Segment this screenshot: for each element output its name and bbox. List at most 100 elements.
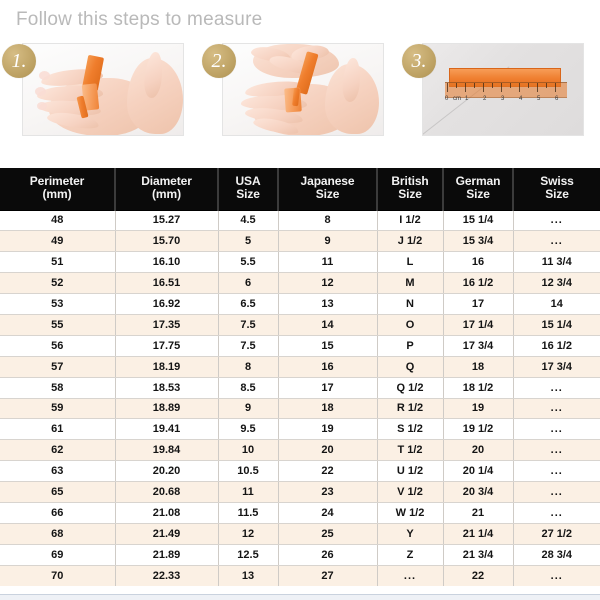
ruler-unit-label: cm — [453, 96, 461, 102]
column-header-5: German Size — [443, 168, 514, 211]
cell-6-3: 15 — [278, 335, 378, 357]
ruler-tick-2: 2 — [483, 96, 487, 102]
cell-4-6: 14 — [513, 293, 600, 315]
cell-17-5: 22 — [443, 565, 514, 587]
cell-13-0: 65 — [0, 481, 116, 503]
cell-9-1: 18.89 — [115, 398, 219, 420]
cell-13-4: V 1/2 — [377, 481, 444, 503]
cell-8-4: Q 1/2 — [377, 377, 444, 399]
cell-2-4: L — [377, 251, 444, 274]
column-header-line2: Size — [545, 187, 569, 202]
table-row: 49 15.70 5 9 J 1/2 15 3/4... — [0, 230, 600, 253]
cell-12-4: U 1/2 — [377, 460, 444, 483]
cell-8-2: 8.5 — [218, 377, 279, 399]
cell-13-6: ... — [513, 481, 600, 503]
cell-5-3: 14 — [278, 314, 378, 336]
cell-9-6: ... — [513, 398, 600, 420]
cell-4-4: N — [377, 293, 444, 315]
ruler-tick-1: 1 — [465, 96, 469, 102]
cell-5-0: 55 — [0, 314, 116, 336]
column-header-0: Perimeter (mm) — [0, 168, 116, 211]
cell-3-4: M — [377, 272, 444, 295]
table-row: 66 21.08 11.5 24 W 1/2 21... — [0, 502, 600, 524]
cell-14-4: W 1/2 — [377, 502, 444, 524]
cell-8-5: 18 1/2 — [443, 377, 514, 399]
cell-3-0: 52 — [0, 272, 116, 295]
step-3: 0 cm 1 2 3 4 5 6 3. — [400, 38, 600, 163]
cell-0-4: I 1/2 — [377, 210, 444, 232]
cell-13-5: 20 3/4 — [443, 481, 514, 503]
cell-17-4: ... — [377, 565, 444, 587]
cell-16-6: 28 3/4 — [513, 544, 600, 566]
cell-16-1: 21.89 — [115, 544, 219, 566]
table-row: 52 16.51 6 12 M 16 1/2 12 3/4 — [0, 272, 600, 295]
ruler — [445, 82, 567, 98]
cell-4-0: 53 — [0, 293, 116, 315]
cell-6-4: P — [377, 335, 444, 357]
column-header-line2: Size — [236, 187, 260, 202]
cell-6-6: 16 1/2 — [513, 335, 600, 357]
cell-14-0: 66 — [0, 502, 116, 524]
table-row: 55 17.35 7.5 14 O 17 1/4 15 1/4 — [0, 314, 600, 336]
column-header-line2: Size — [466, 187, 490, 202]
cell-7-1: 18.19 — [115, 356, 219, 378]
cell-1-3: 9 — [278, 230, 378, 253]
cell-2-1: 16.10 — [115, 251, 219, 274]
cell-2-5: 16 — [443, 251, 514, 274]
column-header-line1: German — [455, 173, 501, 188]
ruler-tick-0: 0 — [445, 96, 449, 102]
cell-11-3: 20 — [278, 439, 378, 462]
cell-0-0: 48 — [0, 210, 116, 232]
cell-5-5: 17 1/4 — [443, 314, 514, 336]
measure-steps-strip: 1. 2. — [0, 38, 600, 163]
cell-11-2: 10 — [218, 439, 279, 462]
cell-10-0: 61 — [0, 418, 116, 441]
cell-7-6: 17 3/4 — [513, 356, 600, 378]
column-header-line2: (mm) — [152, 187, 181, 202]
cell-6-2: 7.5 — [218, 335, 279, 357]
cell-14-3: 24 — [278, 502, 378, 524]
column-header-line2: Size — [315, 187, 340, 202]
cell-5-1: 17.35 — [115, 314, 219, 336]
cell-0-2: 4.5 — [218, 210, 279, 232]
cell-5-6: 15 1/4 — [513, 314, 600, 336]
cell-0-6: ... — [513, 210, 600, 232]
cell-0-5: 15 1/4 — [443, 210, 514, 232]
table-row: 53 16.92 6.5 13 N 17 14 — [0, 293, 600, 315]
cell-1-5: 15 3/4 — [443, 230, 514, 253]
column-header-4: British Size — [377, 168, 444, 211]
table-row: 48 15.27 4.5 8 I 1/2 15 1/4... — [0, 210, 600, 232]
column-header-line2: Size — [398, 187, 422, 202]
column-header-2: USA Size — [218, 168, 279, 211]
cell-8-3: 17 — [278, 377, 378, 399]
cell-8-1: 18.53 — [115, 377, 219, 399]
table-row: 68 21.49 12 25 Y 21 1/4 27 1/2 — [0, 523, 600, 545]
cell-12-6: ... — [513, 460, 600, 483]
column-header-6: Swiss Size — [513, 168, 600, 211]
cell-14-5: 21 — [443, 502, 514, 524]
table-body: 48 15.27 4.5 8 I 1/2 15 1/4... 49 15.70 5 9 J 1/2 1… — [0, 210, 600, 587]
column-header-line2: (mm) — [42, 187, 72, 202]
ruler-tick-6: 6 — [555, 96, 559, 102]
table-row: 63 20.20 10.5 22 U 1/2 20 1/4... — [0, 460, 600, 483]
cell-6-5: 17 3/4 — [443, 335, 514, 357]
cell-6-1: 17.75 — [115, 335, 219, 357]
cell-14-1: 21.08 — [115, 502, 219, 524]
cell-10-2: 9.5 — [218, 418, 279, 441]
cell-16-0: 69 — [0, 544, 116, 566]
ring-size-table-wrapper: Perimeter (mm) Diameter (mm) USA Size Japanese… — [0, 168, 600, 587]
cell-17-6: ... — [513, 565, 600, 587]
cell-0-3: 8 — [278, 210, 378, 232]
step-2: 2. — [200, 38, 400, 163]
cell-15-0: 68 — [0, 523, 116, 545]
footer-divider — [0, 594, 600, 600]
cell-1-0: 49 — [0, 230, 116, 253]
step-3-number-badge: 3. — [402, 44, 436, 78]
cell-14-6: ... — [513, 502, 600, 524]
cell-15-4: Y — [377, 523, 444, 545]
cell-10-3: 19 — [278, 418, 378, 441]
cell-12-2: 10.5 — [218, 460, 279, 483]
cell-15-2: 12 — [218, 523, 279, 545]
cell-9-2: 9 — [218, 398, 279, 420]
